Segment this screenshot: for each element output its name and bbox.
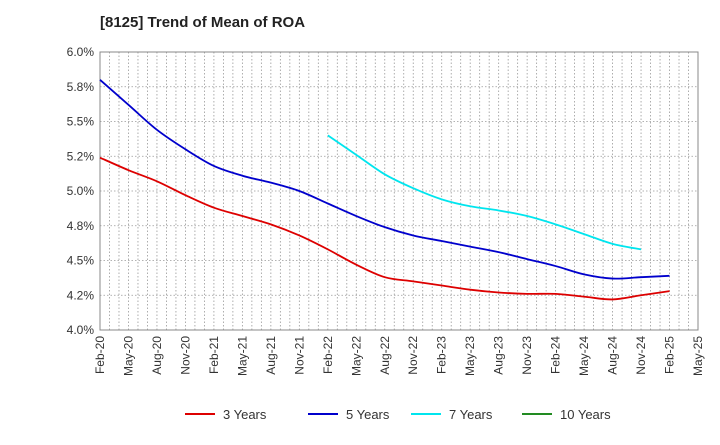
y-tick-label: 4.5% (67, 254, 95, 268)
y-tick-label: 4.0% (67, 323, 95, 337)
legend-label-3-years: 3 Years (223, 407, 267, 422)
x-tick-label: May-22 (349, 336, 363, 376)
plot-frame (99, 51, 699, 331)
y-tick-label: 6.0% (67, 45, 95, 59)
x-tick-label: May-24 (577, 336, 591, 376)
x-tick-label: Feb-25 (663, 336, 677, 374)
x-tick-label: Feb-24 (549, 336, 563, 374)
x-tick-label: Feb-20 (93, 336, 107, 374)
x-tick-label: Feb-21 (207, 336, 221, 374)
x-tick-label: May-20 (121, 336, 135, 376)
y-tick-label: 5.8% (67, 80, 95, 94)
x-tick-label: Aug-22 (378, 336, 392, 375)
x-tick-label: Feb-22 (321, 336, 335, 374)
legend-label-10-years: 10 Years (560, 407, 611, 422)
legend-label-7-years: 7 Years (449, 407, 493, 422)
legend: 3 Years 5 Years 7 Years 10 Years (185, 407, 611, 422)
x-tick-label: Aug-23 (492, 336, 506, 375)
x-tick-label: Nov-23 (520, 336, 534, 375)
x-tick-label: Nov-24 (634, 336, 648, 375)
x-tick-label: May-25 (691, 336, 705, 376)
y-axis: 4.0% 4.2% 4.5% 4.8% 5.0% 5.2% 5.5% 5.8% 6.0% (67, 45, 95, 337)
x-tick-label: Nov-21 (292, 336, 306, 375)
y-tick-label: 5.0% (67, 184, 95, 198)
x-tick-label: Aug-24 (606, 336, 620, 375)
series-line-3-years (99, 156, 670, 301)
x-tick-label: May-21 (235, 336, 249, 376)
grid-layer (100, 52, 698, 330)
chart-title: [8125] Trend of Mean of ROA (100, 14, 306, 31)
legend-label-5-years: 5 Years (346, 407, 390, 422)
y-tick-label: 4.8% (67, 219, 95, 233)
x-tick-label: Aug-20 (150, 336, 164, 375)
series-line-7-years (327, 134, 642, 251)
series-layer (99, 79, 670, 301)
x-axis: Feb-20 May-20 Aug-20 Nov-20 Feb-21 May-21 Aug-… (93, 336, 705, 376)
series-line-5-years (99, 79, 670, 280)
x-tick-label: May-23 (463, 336, 477, 376)
y-tick-label: 5.2% (67, 149, 95, 163)
x-tick-label: Feb-23 (435, 336, 449, 374)
y-tick-label: 4.2% (67, 288, 95, 302)
x-tick-label: Nov-20 (178, 336, 192, 375)
y-tick-label: 5.5% (67, 115, 95, 129)
x-tick-label: Nov-22 (406, 336, 420, 375)
x-tick-label: Aug-21 (264, 336, 278, 375)
